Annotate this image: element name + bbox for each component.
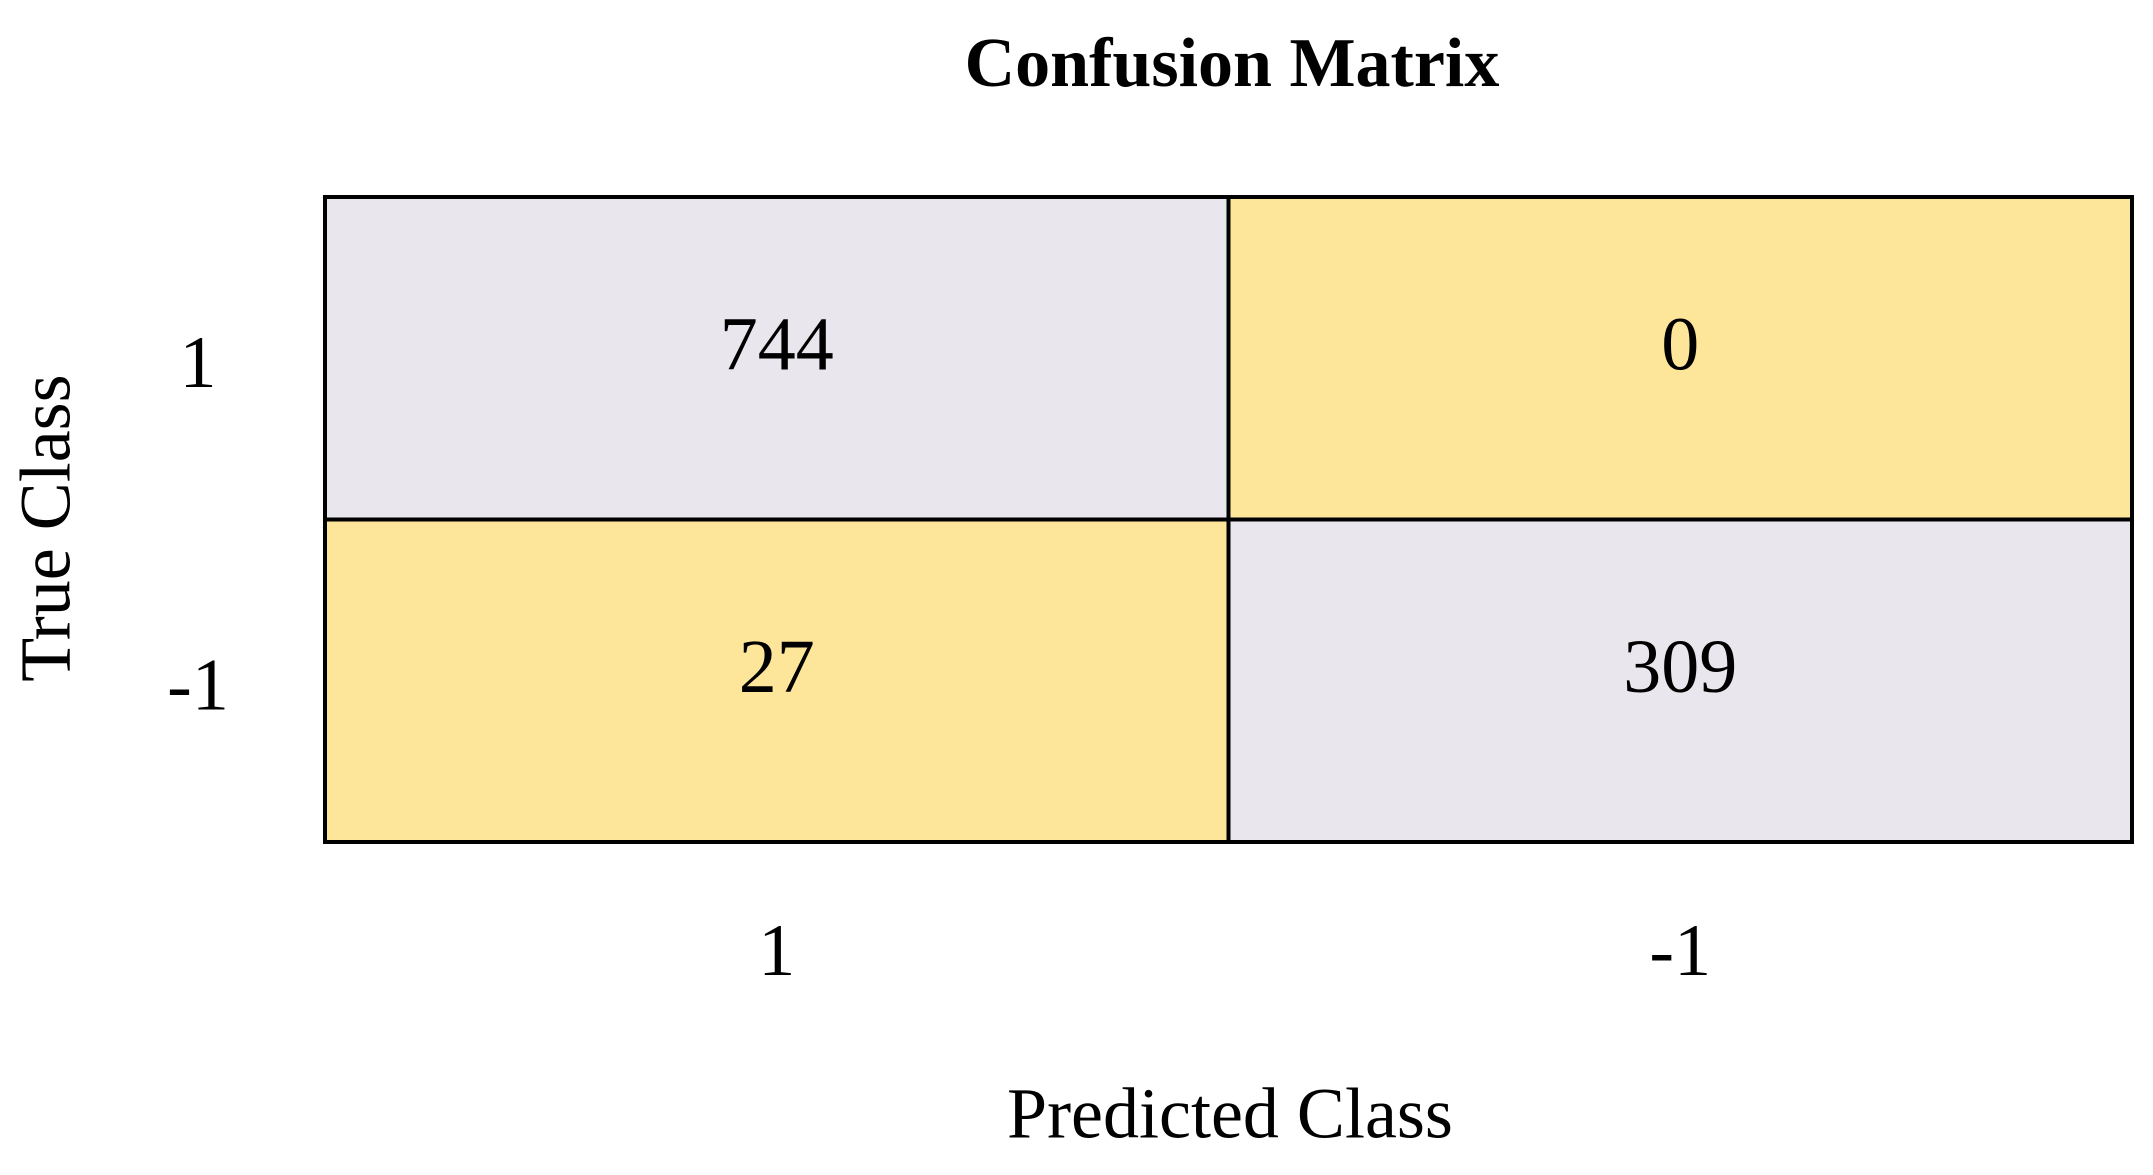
cell-label: 0 (1661, 303, 1699, 387)
x-axis-title: Predicted Class (1007, 1074, 1453, 1154)
cell-label: 744 (720, 303, 834, 387)
y-axis-title: True Class (6, 374, 86, 681)
y-tick-label: 1 (180, 322, 217, 404)
cell-label: 309 (1623, 625, 1737, 709)
y-tick-label: -1 (167, 645, 229, 727)
x-tick-label: 1 (758, 910, 795, 992)
x-tick-label: -1 (1649, 910, 1711, 992)
cell-label: 27 (739, 625, 815, 709)
cell (1226, 517, 2134, 844)
cell (323, 517, 1231, 844)
cell (1226, 195, 2134, 522)
cell (323, 195, 1231, 522)
chart-title: Confusion Matrix (965, 25, 1500, 102)
